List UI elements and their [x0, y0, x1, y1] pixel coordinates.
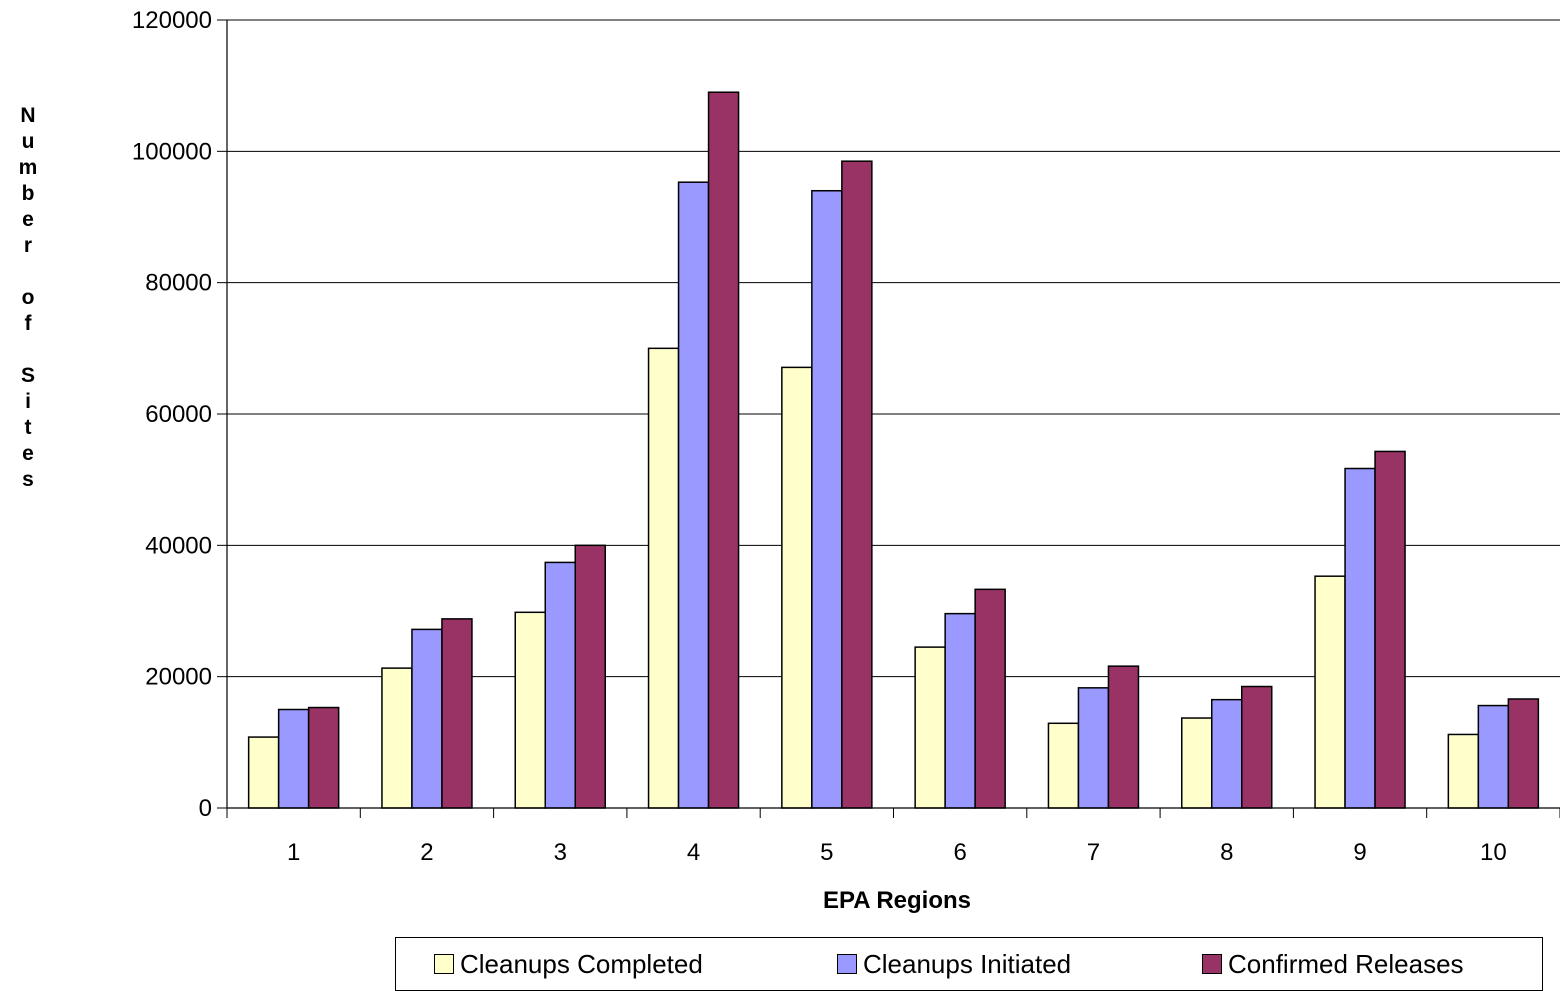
legend-label: Cleanups Initiated	[863, 948, 1072, 979]
y-axis-label-char	[25, 259, 31, 285]
y-axis-label-char: o	[21, 286, 35, 309]
y-tick-label: 0	[199, 795, 212, 822]
bar	[381, 667, 413, 809]
x-tick-label: 9	[1353, 839, 1366, 866]
bar	[1047, 722, 1080, 809]
legend-label: Cleanups Completed	[460, 948, 703, 979]
x-tick-label: 7	[1087, 839, 1100, 866]
y-axis-label-char: t	[24, 416, 32, 439]
y-axis-label-char: b	[21, 182, 35, 205]
legend-swatch	[1202, 954, 1222, 974]
y-tick-label: 60000	[145, 401, 212, 428]
y-axis-label-char: u	[21, 130, 35, 153]
x-tick-label: 4	[687, 839, 700, 866]
y-tick-label: 120000	[132, 7, 212, 34]
x-tick-label: 2	[420, 839, 433, 866]
bar	[441, 618, 473, 809]
y-tick-label: 20000	[145, 664, 212, 691]
legend: Cleanups Completed Cleanups Initiated Co…	[395, 937, 1543, 991]
bar	[811, 189, 843, 809]
y-tick-label: 80000	[145, 270, 212, 297]
x-tick-label: 5	[820, 839, 833, 866]
bar	[1107, 665, 1140, 809]
bar	[781, 366, 813, 809]
bar	[1374, 450, 1406, 809]
bar	[914, 646, 946, 809]
bar	[544, 561, 576, 809]
legend-item-confirmed-releases: Confirmed Releases	[1202, 938, 1464, 990]
bar	[677, 181, 710, 809]
bar	[974, 588, 1006, 809]
bar	[1447, 733, 1480, 809]
y-axis-label-char: N	[20, 104, 36, 127]
bar	[514, 611, 546, 809]
bar	[647, 347, 680, 809]
bars	[247, 91, 1540, 809]
bar	[1077, 687, 1110, 809]
bar-chart: 0 20000 40000 60000 80000 100000 120000 1 2 3 4 5 6 7…	[132, 7, 1560, 866]
y-axis-label-char: e	[22, 208, 34, 231]
y-axis-label-char: f	[24, 312, 32, 335]
bar	[574, 544, 606, 809]
bar	[707, 91, 740, 809]
tick-labels: 0 20000 40000 60000 80000 100000 120000 1 2 3 4 5 6 7…	[132, 7, 1507, 866]
bar	[1344, 467, 1376, 809]
legend-swatch	[837, 954, 857, 974]
bar	[1314, 575, 1346, 809]
bar	[1241, 685, 1273, 809]
y-axis-label-char	[25, 337, 31, 363]
y-axis-label-char: r	[23, 234, 33, 257]
y-axis-label-char: e	[22, 442, 34, 465]
legend-item-cleanups-initiated: Cleanups Initiated	[837, 938, 1071, 990]
y-axis-label-char: S	[20, 364, 35, 387]
bar	[1181, 717, 1213, 809]
x-tick-label: 8	[1220, 839, 1233, 866]
bar	[841, 160, 873, 809]
y-tick-label: 100000	[132, 138, 212, 165]
legend-swatch	[434, 954, 454, 974]
x-tick-label: 1	[287, 839, 300, 866]
bar	[944, 612, 976, 809]
x-tick-label: 3	[554, 839, 567, 866]
bar	[307, 706, 340, 809]
x-tick-label: 10	[1480, 839, 1507, 866]
y-axis-label-char: i	[25, 390, 31, 413]
bar	[277, 708, 310, 809]
x-tick-label: 6	[953, 839, 966, 866]
y-tick-label: 40000	[145, 532, 212, 559]
axes	[217, 19, 1560, 818]
x-axis-label: EPA Regions	[822, 887, 972, 914]
bar	[1507, 698, 1540, 809]
bar	[411, 628, 443, 809]
bar	[1211, 698, 1243, 809]
bar	[1477, 704, 1510, 809]
bar	[247, 736, 280, 809]
y-axis-label-char: m	[18, 156, 38, 179]
legend-item-cleanups-completed: Cleanups Completed	[434, 938, 703, 990]
legend-label: Confirmed Releases	[1228, 948, 1464, 979]
y-axis-label-char: s	[22, 468, 34, 491]
